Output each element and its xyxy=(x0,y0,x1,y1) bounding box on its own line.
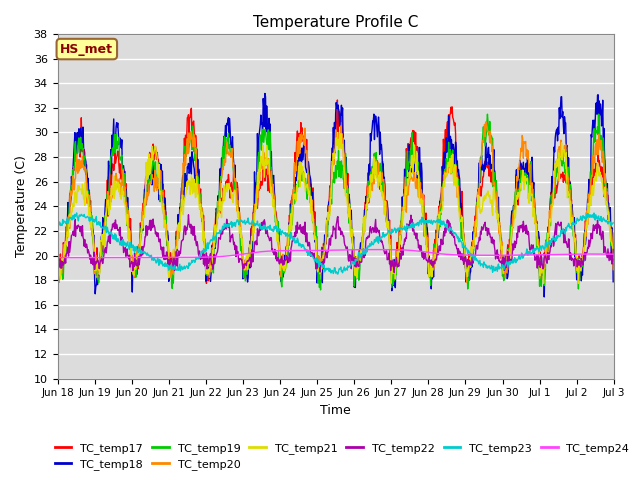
Line: TC_temp22: TC_temp22 xyxy=(58,215,613,273)
Line: TC_temp19: TC_temp19 xyxy=(58,114,613,290)
Line: TC_temp24: TC_temp24 xyxy=(58,250,613,258)
Line: TC_temp20: TC_temp20 xyxy=(58,122,613,282)
Title: Temperature Profile C: Temperature Profile C xyxy=(253,15,419,30)
Text: HS_met: HS_met xyxy=(60,43,113,56)
Line: TC_temp23: TC_temp23 xyxy=(58,213,613,274)
Y-axis label: Temperature (C): Temperature (C) xyxy=(15,156,28,257)
Line: TC_temp21: TC_temp21 xyxy=(58,133,613,284)
Line: TC_temp18: TC_temp18 xyxy=(58,94,613,297)
Legend: TC_temp17, TC_temp18, TC_temp19, TC_temp20, TC_temp21, TC_temp22, TC_temp23, TC_: TC_temp17, TC_temp18, TC_temp19, TC_temp… xyxy=(51,438,634,474)
Line: TC_temp17: TC_temp17 xyxy=(58,100,613,284)
X-axis label: Time: Time xyxy=(320,404,351,417)
